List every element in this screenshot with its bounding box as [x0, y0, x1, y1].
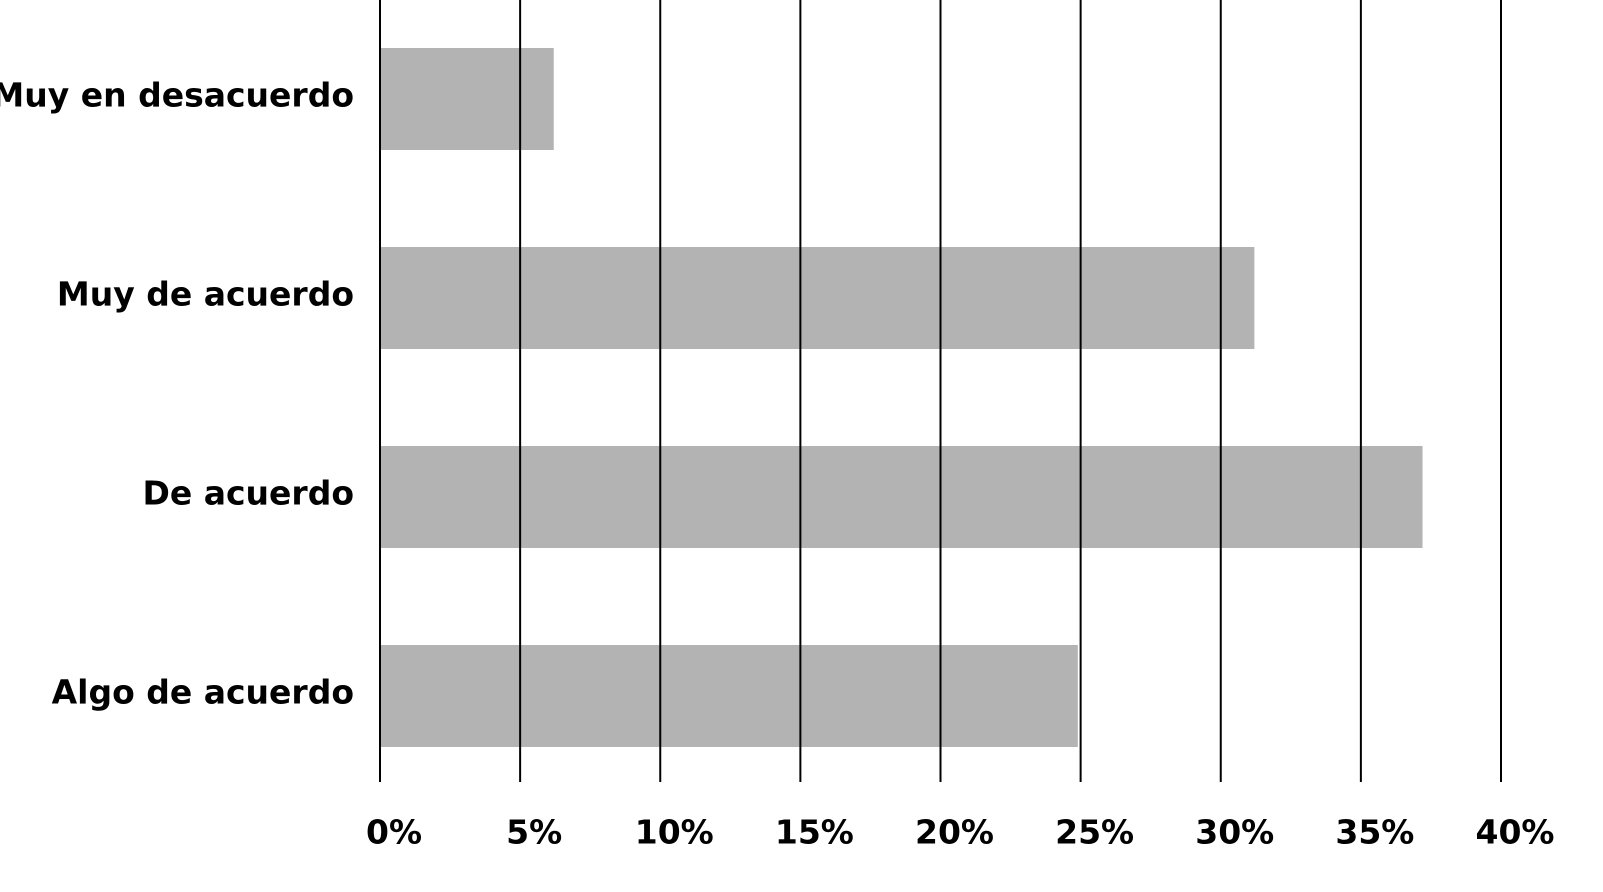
bar: [380, 247, 1255, 349]
x-tick-label: 35%: [1335, 813, 1414, 852]
x-tick-label: 15%: [775, 813, 854, 852]
x-tick-label: 40%: [1476, 813, 1555, 852]
x-tick-label: 10%: [635, 813, 714, 852]
x-tick-label: 20%: [915, 813, 994, 852]
x-tick-label: 30%: [1195, 813, 1274, 852]
bar: [380, 645, 1078, 747]
bar: [380, 446, 1423, 548]
y-tick-label: Muy en desacuerdo: [0, 76, 354, 115]
y-tick-label: De acuerdo: [142, 474, 354, 513]
y-tick-label: Muy de acuerdo: [57, 275, 354, 314]
y-tick-label: Algo de acuerdo: [52, 673, 354, 712]
bar: [380, 48, 554, 150]
x-tick-label: 5%: [506, 813, 562, 852]
x-tick-label: 25%: [1055, 813, 1134, 852]
x-tick-label: 0%: [366, 813, 422, 852]
